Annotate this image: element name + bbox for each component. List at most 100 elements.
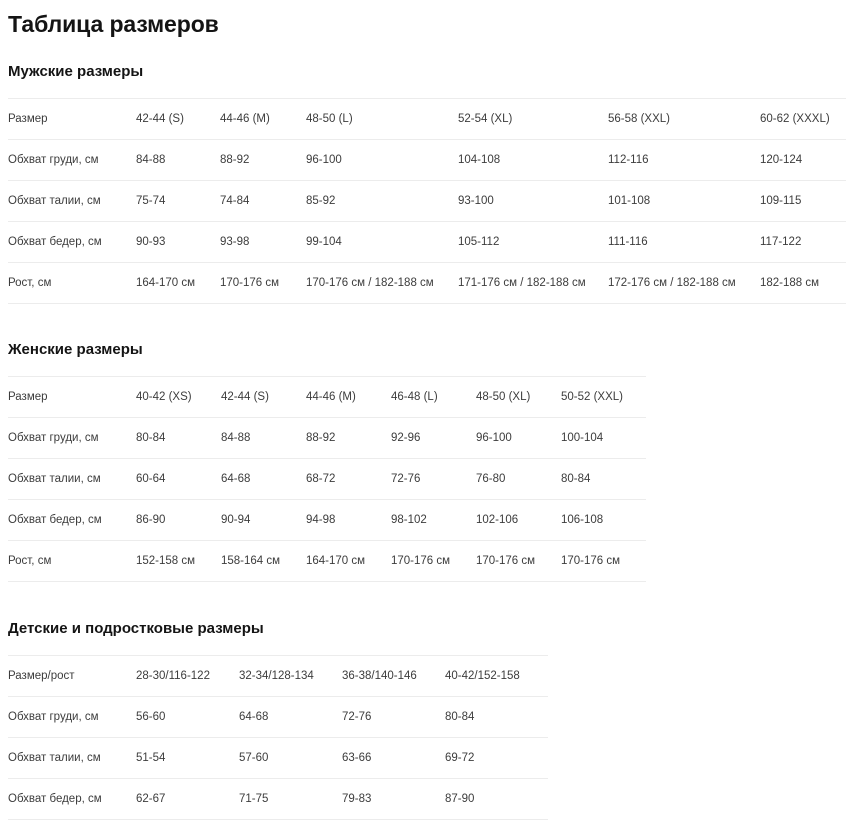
table-cell: 48-50 (L): [306, 98, 458, 140]
table-row: Обхват талии, см 60-64 64-68 68-72 72-76…: [8, 458, 646, 500]
table-cell: 170-176 см: [220, 262, 306, 304]
table-row: Рост, см 164-170 см 170-176 см 170-176 с…: [8, 262, 846, 304]
table-cell: 172-176 см / 182-188 см: [608, 262, 760, 304]
table-cell: 42-44 (S): [136, 98, 220, 140]
table-cell: 152-158 см: [136, 540, 221, 582]
table-cell: 158-164 см: [221, 540, 306, 582]
table-cell: 90-94: [221, 499, 306, 541]
size-table-kids-body: Размер/рост 28-30/116-122 32-34/128-134 …: [8, 655, 548, 820]
table-cell: 42-44 (S): [221, 376, 306, 418]
table-cell: 80-84: [136, 417, 221, 459]
row-label: Обхват груди, см: [8, 139, 136, 181]
size-table-men-body: Размер 42-44 (S) 44-46 (M) 48-50 (L) 52-…: [8, 98, 846, 304]
table-cell: 92-96: [391, 417, 476, 459]
table-cell: 84-88: [136, 139, 220, 181]
table-cell: 171-176 см / 182-188 см: [458, 262, 608, 304]
table-cell: 28-30/116-122: [136, 655, 239, 697]
table-cell: 50-52 (XXL): [561, 376, 646, 418]
row-label: Рост, см: [8, 262, 136, 304]
row-label: Размер: [8, 98, 136, 140]
table-cell: 164-170 см: [136, 262, 220, 304]
table-cell: 71-75: [239, 778, 342, 820]
row-label: Обхват груди, см: [8, 417, 136, 459]
table-cell: 46-48 (L): [391, 376, 476, 418]
table-row: Обхват талии, см 75-74 74-84 85-92 93-10…: [8, 180, 846, 222]
table-cell: 94-98: [306, 499, 391, 541]
table-cell: 88-92: [220, 139, 306, 181]
table-cell: 62-67: [136, 778, 239, 820]
table-cell: 44-46 (M): [306, 376, 391, 418]
row-label: Рост, см: [8, 540, 136, 582]
section-women: Женские размеры Размер 40-42 (XS) 42-44 …: [8, 304, 859, 582]
row-label: Обхват талии, см: [8, 737, 136, 779]
size-table-kids: Размер/рост 28-30/116-122 32-34/128-134 …: [8, 655, 548, 820]
table-cell: 68-72: [306, 458, 391, 500]
table-cell: 164-170 см: [306, 540, 391, 582]
table-row: Обхват бедер, см 62-67 71-75 79-83 87-90: [8, 778, 548, 820]
table-row: Обхват талии, см 51-54 57-60 63-66 69-72: [8, 737, 548, 779]
table-cell: 84-88: [221, 417, 306, 459]
table-cell: 64-68: [239, 696, 342, 738]
table-cell: 40-42 (XS): [136, 376, 221, 418]
table-cell: 85-92: [306, 180, 458, 222]
table-cell: 75-74: [136, 180, 220, 222]
table-cell: 40-42/152-158: [445, 655, 548, 697]
table-cell: 48-50 (XL): [476, 376, 561, 418]
table-cell: 69-72: [445, 737, 548, 779]
table-cell: 93-98: [220, 221, 306, 263]
table-row: Размер 40-42 (XS) 42-44 (S) 44-46 (M) 46…: [8, 376, 646, 418]
table-cell: 90-93: [136, 221, 220, 263]
table-cell: 170-176 см: [561, 540, 646, 582]
table-cell: 76-80: [476, 458, 561, 500]
table-row: Размер/рост 28-30/116-122 32-34/128-134 …: [8, 655, 548, 697]
table-cell: 96-100: [306, 139, 458, 181]
row-label: Размер/рост: [8, 655, 136, 697]
row-label: Обхват бедер, см: [8, 499, 136, 541]
table-cell: 56-58 (XXL): [608, 98, 760, 140]
page-title: Таблица размеров: [8, 11, 219, 37]
table-cell: 93-100: [458, 180, 608, 222]
table-cell: 120-124: [760, 139, 846, 181]
table-cell: 64-68: [221, 458, 306, 500]
table-cell: 102-106: [476, 499, 561, 541]
table-cell: 170-176 см / 182-188 см: [306, 262, 458, 304]
row-label: Обхват бедер, см: [8, 778, 136, 820]
table-cell: 57-60: [239, 737, 342, 779]
table-cell: 74-84: [220, 180, 306, 222]
table-cell: 79-83: [342, 778, 445, 820]
size-table-women-body: Размер 40-42 (XS) 42-44 (S) 44-46 (M) 46…: [8, 376, 646, 582]
section-men: Мужские размеры Размер 42-44 (S) 44-46 (…: [8, 38, 859, 304]
table-cell: 87-90: [445, 778, 548, 820]
table-cell: 60-64: [136, 458, 221, 500]
table-cell: 98-102: [391, 499, 476, 541]
table-row: Обхват бедер, см 86-90 90-94 94-98 98-10…: [8, 499, 646, 541]
table-cell: 101-108: [608, 180, 760, 222]
row-label: Размер: [8, 376, 136, 418]
table-cell: 170-176 см: [476, 540, 561, 582]
section-title-women: Женские размеры: [8, 341, 143, 358]
section-title-men: Мужские размеры: [8, 63, 144, 80]
table-cell: 72-76: [391, 458, 476, 500]
table-cell: 105-112: [458, 221, 608, 263]
table-cell: 72-76: [342, 696, 445, 738]
table-cell: 117-122: [760, 221, 846, 263]
table-cell: 60-62 (XXXL): [760, 98, 846, 140]
row-label: Обхват груди, см: [8, 696, 136, 738]
table-row: Рост, см 152-158 см 158-164 см 164-170 с…: [8, 540, 646, 582]
table-cell: 32-34/128-134: [239, 655, 342, 697]
table-cell: 109-115: [760, 180, 846, 222]
table-cell: 86-90: [136, 499, 221, 541]
table-cell: 112-116: [608, 139, 760, 181]
row-label: Обхват талии, см: [8, 180, 136, 222]
table-cell: 88-92: [306, 417, 391, 459]
section-title-kids: Детские и подростковые размеры: [8, 620, 264, 637]
table-cell: 63-66: [342, 737, 445, 779]
table-cell: 51-54: [136, 737, 239, 779]
table-row: Обхват бедер, см 90-93 93-98 99-104 105-…: [8, 221, 846, 263]
table-cell: 111-116: [608, 221, 760, 263]
row-label: Обхват талии, см: [8, 458, 136, 500]
size-table-women: Размер 40-42 (XS) 42-44 (S) 44-46 (M) 46…: [8, 376, 646, 582]
table-cell: 99-104: [306, 221, 458, 263]
table-row: Обхват груди, см 80-84 84-88 88-92 92-96…: [8, 417, 646, 459]
